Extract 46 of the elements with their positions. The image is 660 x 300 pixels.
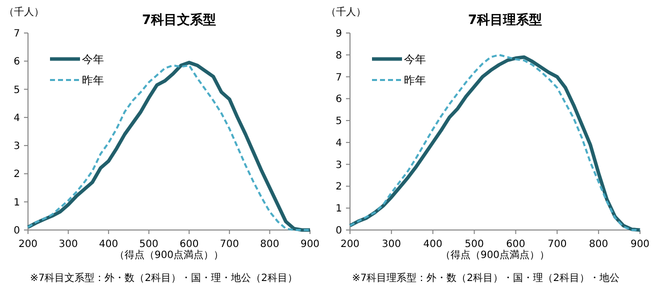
legend-label: 昨年 — [82, 74, 104, 87]
y-tick-label: 6 — [336, 94, 342, 106]
legend-label: 今年 — [404, 53, 426, 66]
x-tick-label: 900 — [630, 239, 650, 250]
x-tick-label: 500 — [139, 239, 158, 250]
y-tick-label: 2 — [14, 169, 20, 180]
x-tick-label: 200 — [340, 239, 360, 250]
y-tick-label: 2 — [336, 182, 342, 193]
y-tick-label: 9 — [336, 28, 342, 40]
x-tick-label: 400 — [99, 239, 118, 250]
text: ※7科目文系型：外・数（2科目）・国・理・地公（2科目） — [30, 272, 298, 284]
y-tick-label: 1 — [14, 197, 20, 208]
y-tick-label: 3 — [336, 160, 342, 171]
x-tick-label: 400 — [423, 239, 442, 250]
y-tick-label: 3 — [14, 141, 20, 152]
x-tick-label: 800 — [260, 239, 280, 250]
chart-title: 7科目理系型 — [468, 12, 542, 28]
y-tick-label: 6 — [14, 56, 20, 68]
y-tick-label: 7 — [336, 72, 342, 84]
x-tick-label: 700 — [220, 239, 239, 250]
x-tick-label: 600 — [506, 239, 526, 250]
y-tick-label: 7 — [14, 28, 20, 40]
x-tick-label: 600 — [180, 239, 199, 250]
y-tick-label: 0 — [14, 226, 20, 236]
y-tick-label: 5 — [14, 84, 20, 96]
x-tick-label: 300 — [58, 239, 78, 250]
text: ※7科目理系型：外・数（2科目）・国・理（2科目）・地公 — [352, 272, 620, 284]
legend-label: 昨年 — [404, 74, 426, 87]
x-tick-label: 500 — [464, 239, 484, 250]
y-tick-label: 1 — [336, 204, 342, 215]
y-axis-title: （千人） — [326, 6, 366, 18]
x-tick-label: 300 — [382, 239, 401, 250]
y-tick-label: 0 — [336, 226, 342, 236]
y-tick-label: 5 — [336, 116, 342, 128]
x-tick-label: 200 — [18, 239, 38, 250]
x-axis-title: （得点（900点満点）） — [114, 249, 224, 261]
x-tick-label: 800 — [589, 239, 608, 250]
x-axis-title: （得点（900点満点）） — [440, 249, 550, 261]
y-tick-label: 4 — [14, 112, 20, 124]
y-tick-label: 4 — [336, 138, 342, 149]
legend-label: 今年 — [82, 53, 104, 66]
y-tick-label: 8 — [336, 50, 342, 62]
x-tick-label: 900 — [300, 239, 320, 250]
chart-title: 7科目文系型 — [142, 12, 216, 28]
x-tick-label: 700 — [548, 239, 567, 250]
y-axis-title: （千人） — [4, 6, 44, 18]
